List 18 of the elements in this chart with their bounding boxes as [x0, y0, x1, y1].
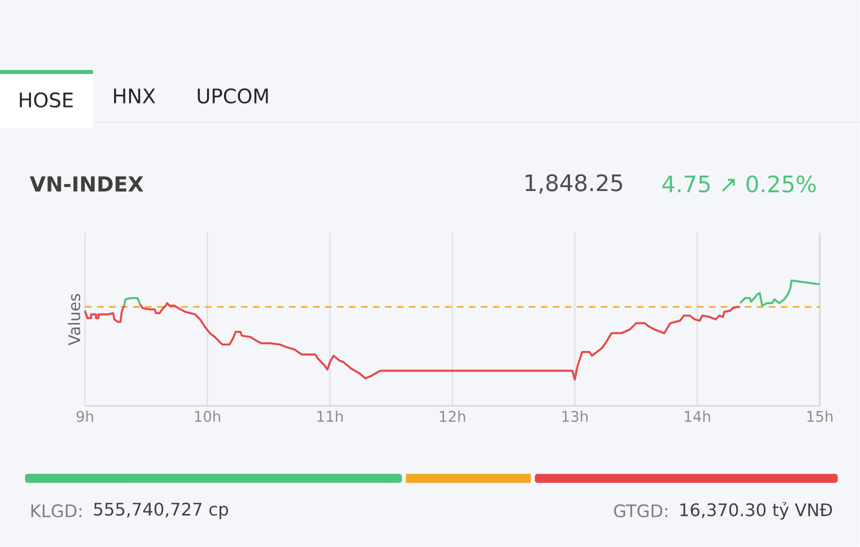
x-tick-label: 12h — [440, 410, 466, 422]
text: 4.75 ↗ 0.25% — [662, 175, 816, 193]
x-tick-label: 13h — [562, 410, 588, 422]
x-tick-label: 11h — [318, 410, 343, 422]
text: HNX — [114, 88, 156, 104]
x-tick-label: 15h — [807, 410, 832, 422]
x-tick-label: 14h — [684, 410, 710, 422]
y-axis-title: Values — [68, 294, 80, 346]
text: GTGD: — [614, 504, 668, 518]
text: UPCOM — [198, 88, 268, 104]
text: KLGD: — [31, 504, 82, 518]
x-tick-label: 9h — [76, 410, 94, 422]
text: 16,370.30 tỷ VNĐ — [680, 502, 832, 520]
text: HOSE — [20, 92, 73, 108]
text: 1,848.25 — [526, 174, 622, 194]
x-tick-label: 10h — [195, 410, 220, 422]
text: 555,740,727 cp — [94, 502, 228, 520]
chart-title: VN-INDEX — [30, 176, 144, 192]
